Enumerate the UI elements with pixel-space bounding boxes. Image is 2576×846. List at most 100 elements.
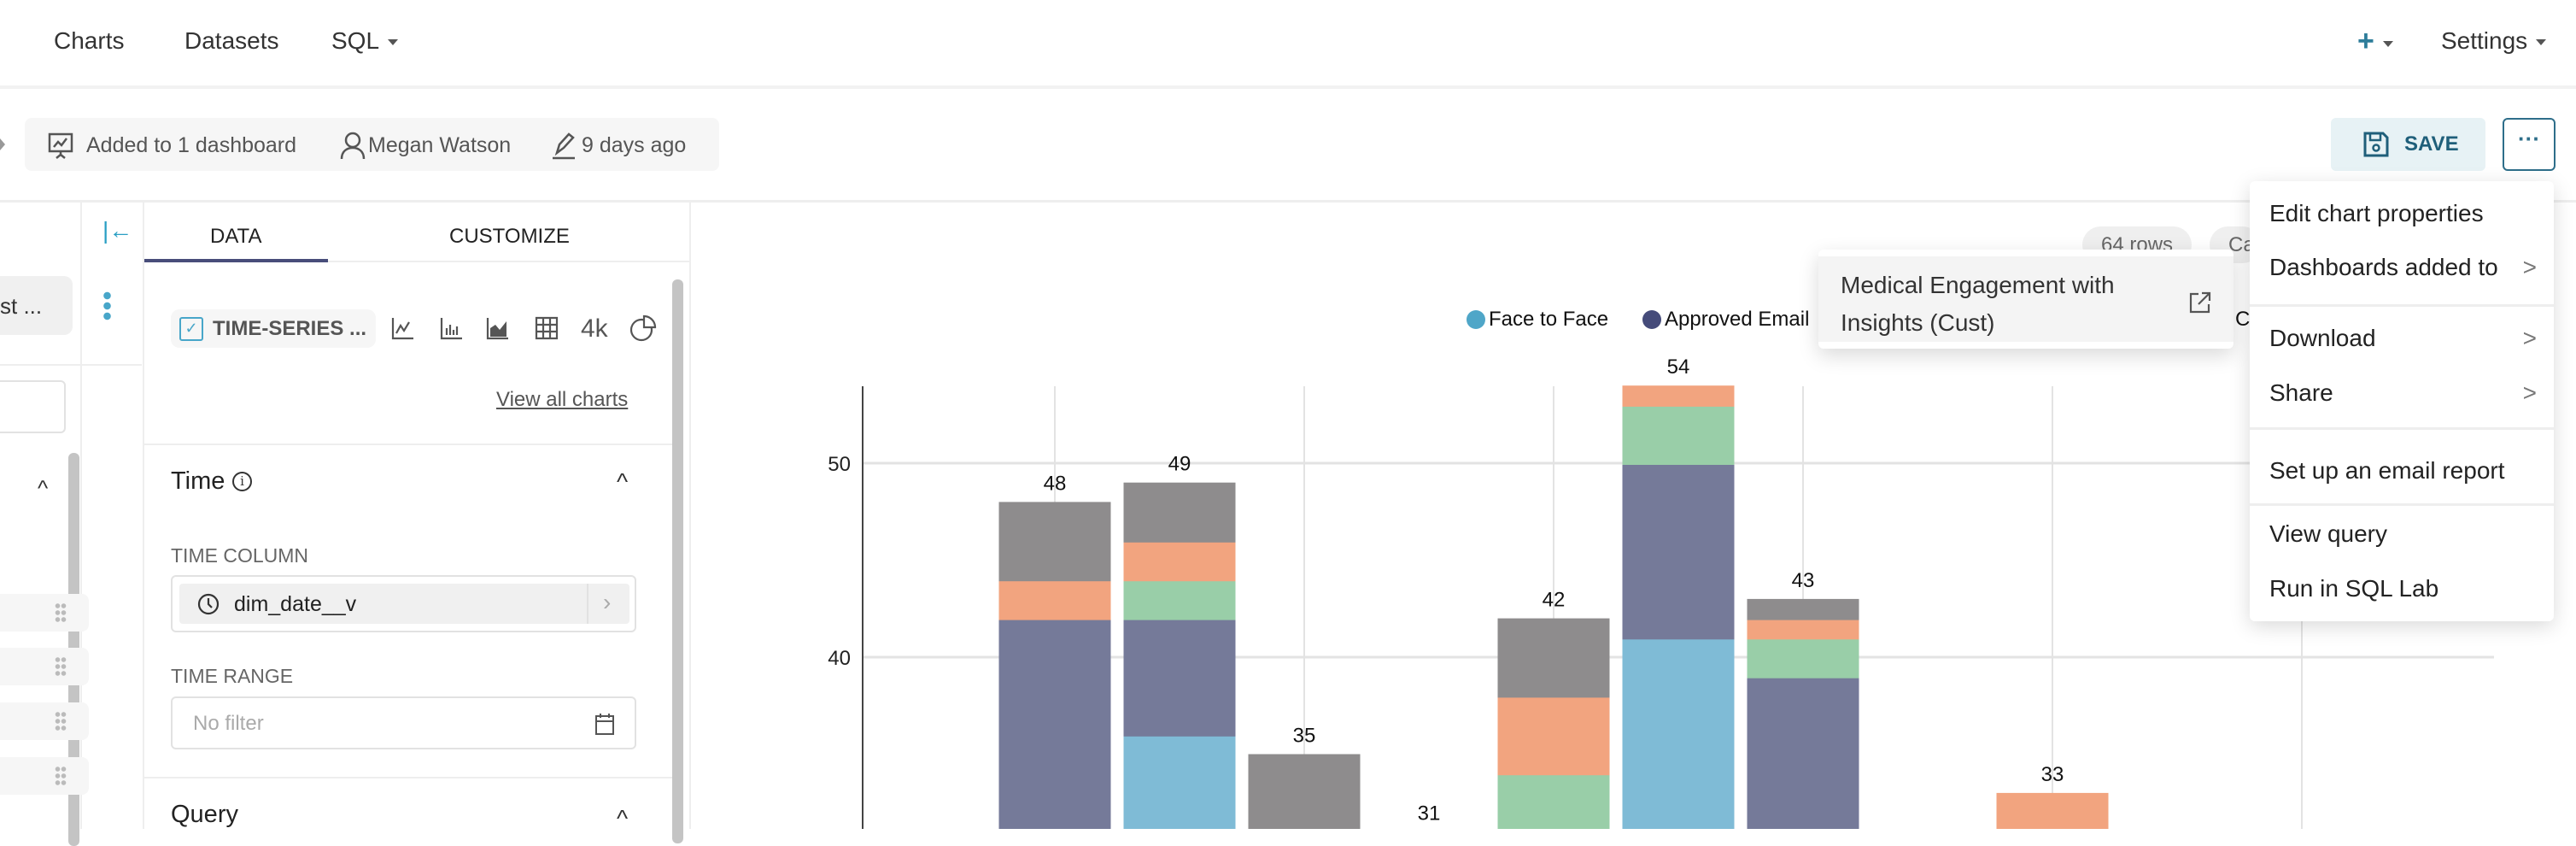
menu-divider [2250,503,2554,506]
divider [80,203,82,829]
menu-item-dashboards[interactable]: Dashboards added to > [2269,253,2537,282]
bar-total-label: 31 [1418,802,1441,825]
toolbar-divider [0,200,2576,203]
user-icon [340,132,366,160]
time-column-field[interactable]: dim_date__v › [171,575,636,632]
chevron-up-icon[interactable]: ^ [617,468,629,495]
save-icon [2363,132,2389,157]
bar-total-label: 42 [1543,589,1566,612]
collapse-panel-icon[interactable]: |← [102,217,133,244]
menu-item-email-report[interactable]: Set up an email report [2269,456,2537,485]
nav-charts[interactable]: Charts [54,27,125,54]
time-range-label: TIME RANGE [171,665,294,687]
menu-item-label: Run in SQL Lab [2269,575,2439,602]
bar-segment [1622,637,1735,829]
menu-item-label: Set up an email report [2269,457,2505,484]
settings-menu[interactable]: Settings [2441,26,2547,56]
bar-segment [998,618,1111,829]
query-section-title[interactable]: Query [171,801,238,828]
legend-item[interactable]: C [2235,308,2250,332]
bar-chart: 50 40 48 49 35 31 42 54 43 33 [828,355,2494,829]
view-all-charts-link[interactable]: View all charts [496,388,629,411]
calendar-icon [595,714,614,735]
column-item[interactable] [0,648,89,685]
nav-sql-label: SQL [331,27,380,54]
more-actions-button[interactable]: ··· [2503,118,2556,171]
menu-item-edit-properties[interactable]: Edit chart properties [2269,199,2537,228]
menu-item-label: Download [2269,325,2376,351]
menu-item-label: Edit chart properties [2269,200,2484,226]
table-chart-icon[interactable] [535,316,559,340]
divider [587,584,588,624]
header-divider [0,85,2576,89]
tab-customize[interactable]: CUSTOMIZE [449,225,570,248]
column-item[interactable] [0,702,89,740]
dashboards-count[interactable]: Added to 1 dashboard [86,133,297,157]
dashboard-name-line1: Medical Engagement with [1841,272,2115,298]
pencil-icon [553,132,575,160]
big-number-chart-icon[interactable]: 4k [581,314,608,343]
divider [144,777,672,778]
menu-item-share[interactable]: Share > [2269,379,2537,408]
column-item[interactable] [0,757,89,795]
bar-segment [1497,773,1610,829]
dataset-search-input[interactable] [0,380,66,433]
viz-check-icon: ✓ [179,317,203,341]
bar-segment [1497,618,1610,698]
clock-icon [197,593,220,615]
menu-item-download[interactable]: Download > [2269,324,2537,353]
caret-down-icon [2382,41,2393,48]
chevron-right-icon: > [2522,325,2537,351]
new-button[interactable]: + [2357,26,2393,58]
bar-total-label: 48 [1044,472,1067,495]
plus-icon: + [2357,25,2374,57]
dataset-selector[interactable]: st ... [0,276,73,335]
viz-type-selector[interactable]: ✓ TIME-SERIES ... [171,309,376,348]
column-item[interactable] [0,594,89,632]
menu-item-label: Dashboards added to [2269,254,2498,280]
dashboard-link-item[interactable]: Medical Engagement with Insights (Cust) [1818,256,2234,342]
drag-handle-icon[interactable] [55,602,67,623]
bar-segment [1123,734,1236,829]
divider [689,203,691,829]
menu-item-run-sql-lab[interactable]: Run in SQL Lab [2269,574,2537,603]
time-range-field[interactable]: No filter [171,696,636,749]
legend-item[interactable]: Face to Face [1467,308,1608,332]
area-chart-icon[interactable] [486,316,510,340]
save-button[interactable]: SAVE [2331,118,2485,171]
bar-segment [1123,618,1236,737]
bar-segment [1497,696,1610,776]
modified-time: 9 days ago [582,133,687,157]
tab-data[interactable]: DATA [210,225,262,248]
time-section-title[interactable]: Time [171,467,225,495]
bar-segment [1123,482,1236,543]
info-icon[interactable]: i [232,472,252,491]
legend-label: Approved Email [1665,308,1810,331]
chevron-right-icon[interactable]: › [603,589,612,615]
legend-item[interactable]: Approved Email [1642,308,1809,332]
dashboard-name-line2: Insights (Cust) [1841,309,1995,336]
menu-item-view-query[interactable]: View query [2269,520,2537,549]
legend-dot [1467,310,1485,329]
y-tick-label: 40 [828,647,851,670]
bar-segment [1747,618,1859,640]
drag-handle-icon[interactable] [55,766,67,786]
chevron-up-icon[interactable]: ^ [617,805,629,831]
divider [143,203,144,829]
drag-handle-icon[interactable] [55,711,67,731]
drag-handle-icon[interactable] [55,656,67,677]
control-panel-scrollbar[interactable] [672,279,683,843]
dashboard-icon [48,132,73,159]
bar-total-label: 54 [1667,355,1690,379]
bar-chart-icon[interactable] [440,316,464,340]
active-tab-indicator [144,259,328,262]
legend-label: C [2235,308,2251,331]
nav-datasets[interactable]: Datasets [184,27,279,54]
chevron-right-icon: > [2522,254,2537,280]
kebab-menu-icon[interactable] [103,291,111,321]
nav-sql[interactable]: SQL [331,26,399,56]
chevron-up-icon[interactable]: ^ [38,475,49,501]
bar-segment [1747,637,1859,679]
pie-chart-icon[interactable] [629,314,657,342]
line-chart-icon[interactable] [391,316,415,340]
